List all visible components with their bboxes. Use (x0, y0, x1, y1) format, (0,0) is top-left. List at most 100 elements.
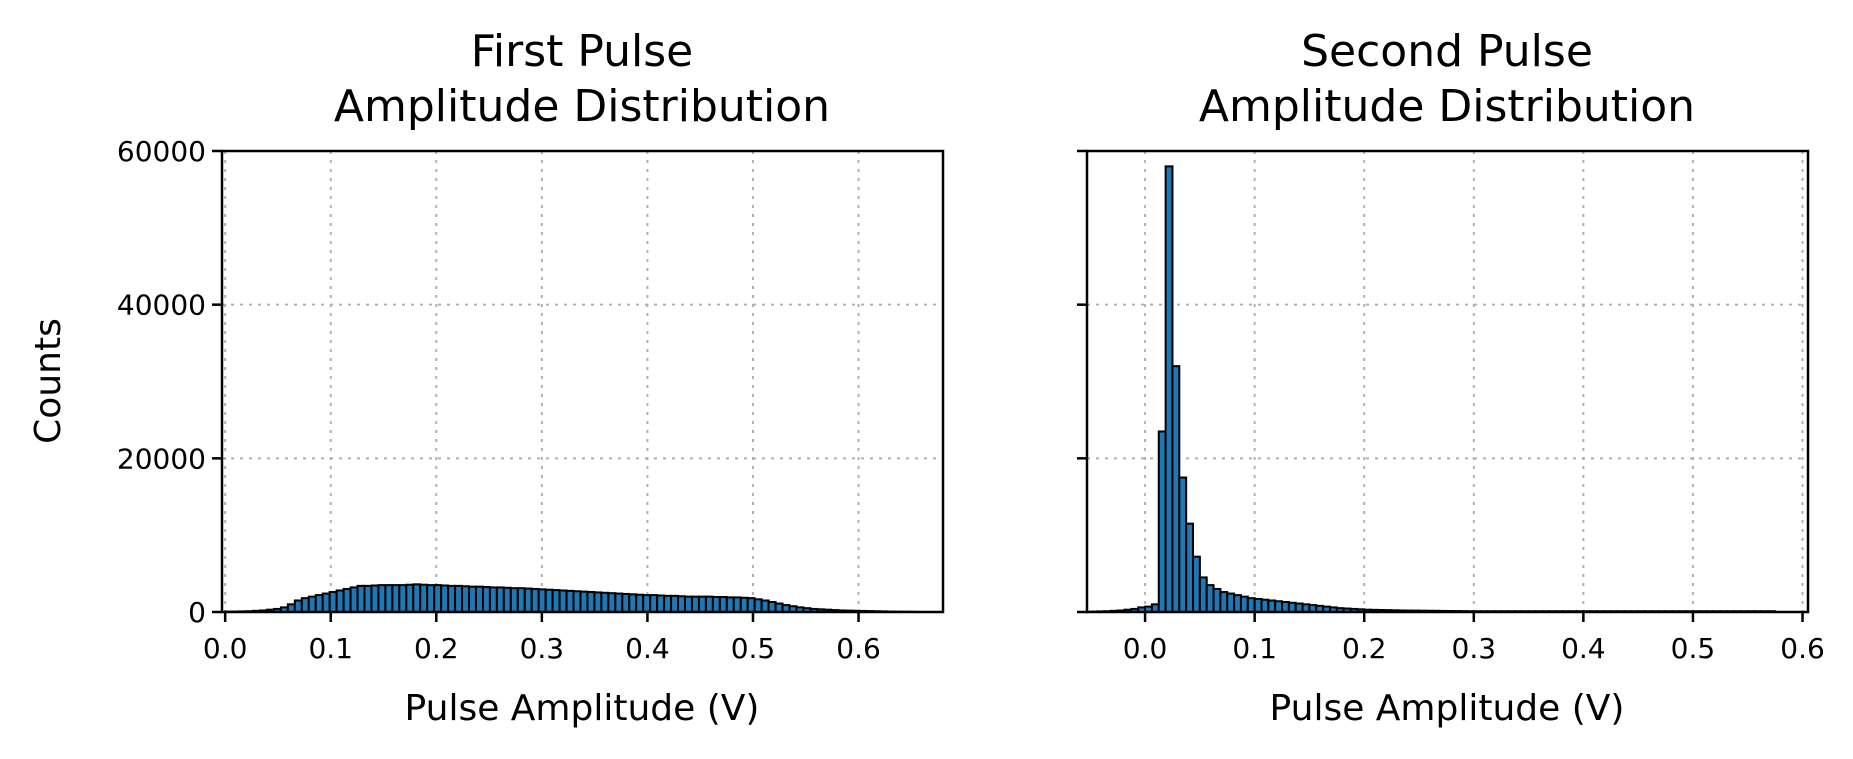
histogram-bar (433, 584, 443, 614)
x-tick-label: 0.6 (1780, 632, 1825, 665)
histogram-bar (1274, 600, 1284, 614)
y-tick-label: 0 (188, 596, 206, 629)
histogram-bar (412, 583, 422, 614)
histogram-bar (1178, 476, 1188, 613)
histogram-bar (356, 584, 366, 613)
histogram-bar (495, 586, 505, 613)
histogram-bar (447, 584, 457, 613)
histogram-bar (746, 597, 756, 613)
x-tick-label: 0.6 (836, 632, 881, 665)
histogram-bar (1226, 592, 1236, 613)
histogram-bar (572, 590, 582, 614)
histogram-bar (718, 596, 728, 614)
histogram-bar (328, 591, 338, 613)
histogram-bar (1267, 599, 1277, 613)
histogram-bar (454, 584, 464, 613)
histogram-bar (739, 596, 749, 613)
histogram-bar (1287, 601, 1297, 614)
histogram-bar (1157, 430, 1167, 614)
histogram-bar (398, 584, 408, 614)
histogram-bar (663, 594, 673, 613)
histogram-bar (551, 589, 561, 613)
histogram-bar (774, 602, 784, 614)
histogram-bar (642, 594, 652, 614)
histogram-bar (1205, 584, 1215, 614)
histogram-bar (377, 584, 387, 614)
histogram-bar (488, 586, 498, 613)
histogram-bar (586, 591, 596, 613)
histogram-bar (300, 597, 310, 613)
y-tick-label: 60000 (117, 135, 206, 168)
histogram-bar (537, 588, 547, 613)
histogram-bar (384, 584, 394, 614)
chart-title-line2: Amplitude Distribution (1199, 81, 1695, 132)
x-tick-label: 0.1 (308, 632, 353, 665)
histogram-bar (1171, 365, 1181, 613)
x-tick-label: 0.2 (1342, 632, 1387, 665)
x-tick-label: 0.0 (1123, 632, 1168, 665)
x-tick-label: 0.4 (1561, 632, 1606, 665)
histogram-bar (335, 589, 345, 614)
histogram-bar (704, 595, 714, 614)
histogram-bar (670, 594, 680, 613)
histogram-bar (502, 586, 512, 613)
histogram-bar (391, 584, 401, 614)
x-tick-label: 0.2 (414, 632, 459, 665)
second-pulse-panel: Second Pulse Amplitude Distribution 0.0 0… (1077, 26, 1825, 729)
y-tick-label: 40000 (117, 289, 206, 322)
histogram-bar (363, 584, 373, 613)
plot-frame (1085, 149, 1810, 614)
histogram-bar (565, 589, 575, 614)
chart-title-line1: First Pulse (471, 26, 693, 77)
plot-frame (220, 149, 945, 614)
histogram-bar (307, 595, 317, 614)
histogram-bar (614, 592, 624, 613)
histogram-bar (1198, 576, 1208, 613)
histogram-bar (760, 599, 770, 613)
histogram-bar (621, 592, 631, 613)
histogram-bar (725, 596, 735, 614)
histogram-bar (579, 590, 589, 613)
histogram-bar (349, 586, 359, 613)
x-tick-label: 0.1 (1232, 632, 1277, 665)
histogram-bar (474, 585, 484, 614)
histogram-bar (426, 584, 436, 614)
histogram-bar (711, 596, 721, 614)
histogram-bar (677, 595, 687, 613)
chart-title-line1: Second Pulse (1301, 26, 1593, 77)
first-pulse-panel: First Pulse Amplitude Distribution 0.0 0.… (28, 26, 945, 729)
x-tick-label: 0.0 (203, 632, 248, 665)
histogram-bar (1233, 594, 1242, 614)
histogram-bar (649, 594, 659, 614)
histogram-bar (1219, 591, 1229, 613)
histogram-bar (544, 588, 554, 613)
histogram-bar (1253, 597, 1263, 614)
histogram-bar (468, 585, 477, 614)
x-tick-label: 0.5 (1671, 632, 1716, 665)
histogram-bar (628, 593, 638, 613)
histogram-bar (697, 595, 707, 614)
histogram-bar (370, 584, 380, 613)
histogram-bar (690, 595, 700, 614)
histogram-bar (558, 589, 568, 614)
histogram-bar (1239, 595, 1249, 614)
x-tick-label: 0.5 (731, 632, 776, 665)
histogram-bar (293, 599, 303, 613)
histogram-bar (600, 591, 610, 614)
histogram-bar (342, 587, 352, 614)
histogram-bar (732, 596, 742, 614)
histogram-bar (1164, 165, 1174, 613)
y-tick-label: 20000 (117, 442, 206, 475)
histogram-bar (481, 586, 491, 614)
histogram-bar (516, 587, 526, 613)
histogram-bar (509, 587, 519, 613)
histogram-bar (1185, 522, 1195, 613)
x-axis-label: Pulse Amplitude (V) (1270, 688, 1625, 729)
histogram-bar (461, 585, 471, 613)
histogram-bar (684, 595, 693, 614)
histogram-bar (635, 593, 645, 614)
histogram-bar (440, 584, 450, 613)
histogram-bar (1281, 601, 1290, 613)
histogram-bar (1260, 598, 1270, 613)
